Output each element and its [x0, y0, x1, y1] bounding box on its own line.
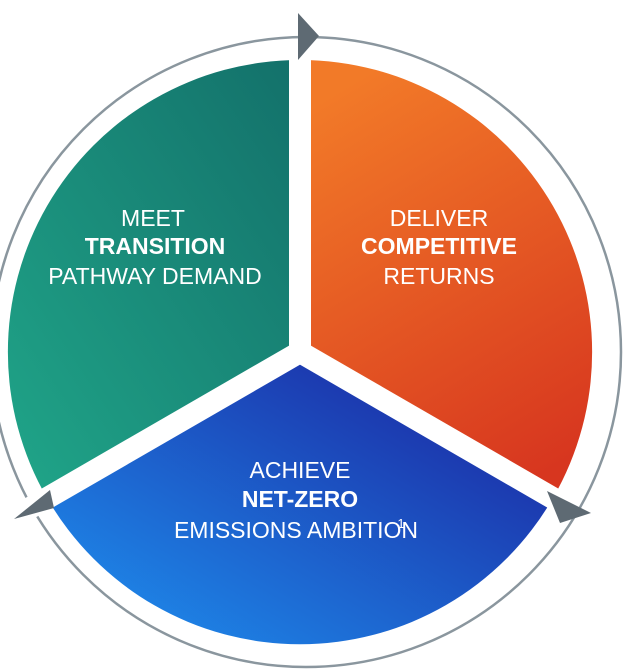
- segment-separators: [24, 40, 576, 518]
- label-netzero: ACHIEVE NET-ZERO EMISSIONS AMBITION 1: [174, 457, 418, 543]
- label-transition: MEET TRANSITION PATHWAY DEMAND: [48, 205, 261, 289]
- transition-line2: TRANSITION: [85, 233, 226, 259]
- netzero-footnote: 1: [397, 516, 404, 531]
- arrow-left-icon: [14, 490, 54, 519]
- arrow-right-icon: [547, 491, 591, 523]
- netzero-line2: NET-ZERO: [242, 486, 358, 512]
- netzero-line1: ACHIEVE: [250, 457, 351, 483]
- arrow-top-icon: [298, 13, 319, 60]
- returns-line3: RETURNS: [383, 263, 494, 289]
- returns-line1: DELIVER: [390, 205, 488, 231]
- label-returns: DELIVER COMPETITIVE RETURNS: [361, 205, 517, 289]
- returns-line2: COMPETITIVE: [361, 233, 517, 259]
- transition-line3: PATHWAY DEMAND: [48, 263, 261, 289]
- transition-line1: MEET: [121, 205, 185, 231]
- netzero-line3: EMISSIONS AMBITION: [174, 517, 418, 543]
